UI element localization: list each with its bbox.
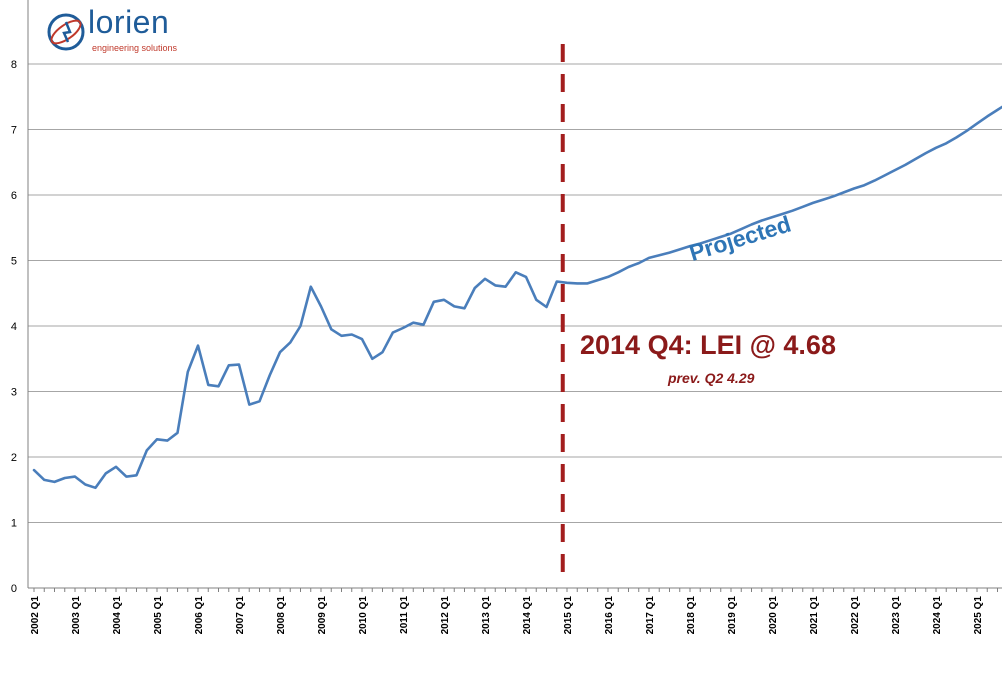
x-tick-label: 2025 Q1 bbox=[973, 596, 984, 635]
x-tick-label: 2011 Q1 bbox=[399, 596, 410, 634]
logo-wordmark: lorien bbox=[88, 4, 170, 40]
x-tick-label: 2002 Q1 bbox=[30, 596, 41, 635]
logo: lorien engineering solutions bbox=[44, 4, 244, 56]
y-tick-label: 4 bbox=[11, 321, 17, 333]
x-tick-label: 2015 Q1 bbox=[563, 596, 574, 635]
series-layer bbox=[32, 105, 1002, 490]
axes bbox=[27, 0, 1002, 592]
y-tick-label: 6 bbox=[11, 190, 17, 202]
y-tick-label: 0 bbox=[11, 583, 17, 595]
y-tick-label: 8 bbox=[11, 59, 17, 71]
x-tick-label: 2021 Q1 bbox=[809, 596, 820, 635]
x-tick-label: 2007 Q1 bbox=[235, 596, 246, 635]
y-tick-label: 2 bbox=[11, 452, 17, 464]
y-tick-label: 1 bbox=[11, 518, 17, 530]
x-tick-label: 2014 Q1 bbox=[522, 596, 533, 635]
x-tick-label: 2009 Q1 bbox=[317, 596, 328, 635]
previous-value-annotation: prev. Q2 4.29 bbox=[668, 370, 755, 386]
current-value-annotation: 2014 Q4: LEI @ 4.68 bbox=[580, 330, 836, 360]
y-tick-label: 7 bbox=[11, 125, 17, 137]
x-tick-label: 2003 Q1 bbox=[71, 596, 82, 635]
y-tick-labels: 0 1 2 3 4 5 6 7 8 bbox=[11, 59, 17, 595]
y-tick-label: 5 bbox=[11, 256, 17, 268]
x-tick-label: 2013 Q1 bbox=[481, 596, 492, 635]
x-tick-label: 2020 Q1 bbox=[768, 596, 779, 635]
lorien-logo-icon bbox=[47, 13, 85, 51]
x-tick-label: 2005 Q1 bbox=[153, 596, 164, 635]
x-tick-label: 2019 Q1 bbox=[727, 596, 738, 635]
x-tick-label: 2018 Q1 bbox=[686, 596, 697, 635]
logo-tagline: engineering solutions bbox=[92, 43, 178, 53]
x-tick-label: 2006 Q1 bbox=[194, 596, 205, 635]
gridlines bbox=[28, 63, 1002, 523]
y-tick-label: 3 bbox=[11, 387, 17, 399]
x-tick-label: 2012 Q1 bbox=[440, 596, 451, 635]
x-tick-label: 2023 Q1 bbox=[891, 596, 902, 635]
x-tick-label: 2017 Q1 bbox=[645, 596, 656, 635]
x-tick-label: 2008 Q1 bbox=[276, 596, 287, 635]
x-tick-label: 2016 Q1 bbox=[604, 596, 615, 635]
x-tick-label: 2024 Q1 bbox=[932, 596, 943, 635]
x-tick-label: 2004 Q1 bbox=[112, 596, 123, 635]
x-tick-labels: 2002 Q1 2003 Q1 2004 Q1 2005 Q1 2006 Q1 2007 … bbox=[30, 596, 984, 635]
x-tick-label: 2010 Q1 bbox=[358, 596, 369, 635]
lei-series-line bbox=[32, 105, 1002, 490]
x-tick-label: 2022 Q1 bbox=[850, 596, 861, 635]
